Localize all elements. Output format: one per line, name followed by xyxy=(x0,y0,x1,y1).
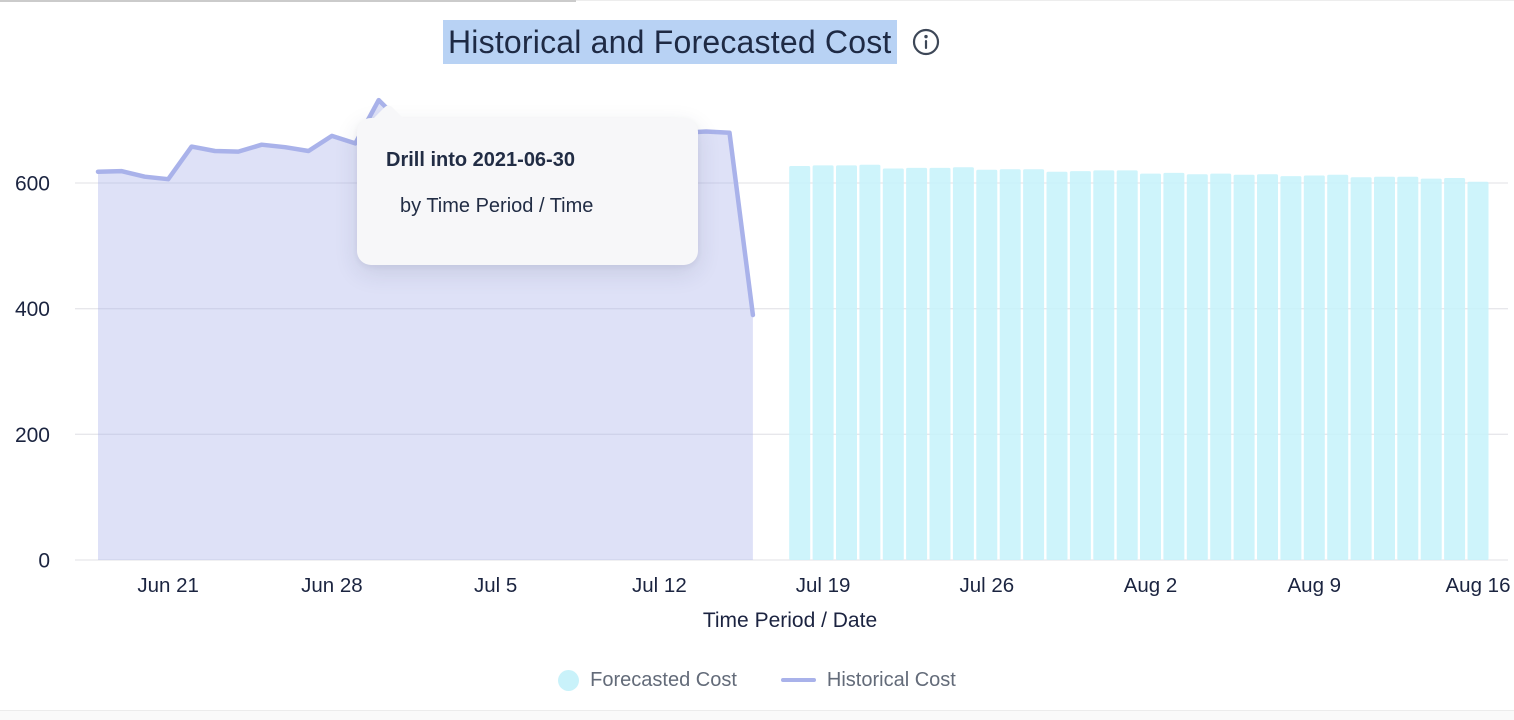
forecast-bar[interactable] xyxy=(1374,176,1395,560)
chart-header: Historical and Forecasted Cost xyxy=(443,20,941,64)
forecast-bar[interactable] xyxy=(906,167,928,560)
forecast-bar[interactable] xyxy=(929,167,951,560)
legend-item-historical-cost[interactable]: Historical Cost xyxy=(780,668,956,692)
drilldown-tooltip[interactable]: Drill into 2021-06-30 by Time Period / T… xyxy=(357,103,698,265)
forecast-bar[interactable] xyxy=(1303,175,1325,561)
forecast-bar[interactable] xyxy=(1233,174,1255,561)
forecast-bar[interactable] xyxy=(1163,172,1185,560)
forecast-bar[interactable] xyxy=(1444,178,1466,560)
forecast-bar[interactable] xyxy=(1116,170,1138,560)
forecast-bar[interactable] xyxy=(1210,173,1232,560)
forecast-bar[interactable] xyxy=(1046,171,1068,560)
forecast-bar[interactable] xyxy=(1257,174,1278,560)
tooltip-title[interactable]: Drill into 2021-06-30 xyxy=(386,149,575,171)
x-axis-tick-label: Jun 28 xyxy=(301,574,363,597)
forecast-bar[interactable] xyxy=(1467,181,1489,560)
chart-legend: Forecasted Cost Historical Cost xyxy=(0,664,1514,696)
bottom-border xyxy=(0,710,1514,720)
tooltip-subtitle[interactable]: by Time Period / Time xyxy=(400,195,594,217)
cost-chart: 0 200 400 600 Jun 21 Jun 28 Jul 5 Jul 12 Jul 19 J… xyxy=(15,97,1511,597)
forecast-bar[interactable] xyxy=(999,169,1021,560)
forecast-bar[interactable] xyxy=(1327,174,1349,561)
y-axis-tick-label: 400 xyxy=(15,298,50,321)
forecast-bar[interactable] xyxy=(1023,169,1045,560)
legend-item-forecasted-cost[interactable]: Forecasted Cost xyxy=(558,669,737,692)
x-axis-tick-label: Jul 12 xyxy=(632,574,687,597)
forecast-bar[interactable] xyxy=(1069,171,1091,560)
forecast-bar[interactable] xyxy=(1397,176,1419,560)
top-border-segment xyxy=(0,0,576,2)
top-border xyxy=(0,0,1514,1)
x-axis-tick-label: Jul 5 xyxy=(474,574,517,597)
page-title: Historical and Forecasted Cost xyxy=(443,20,897,64)
forecast-bar[interactable] xyxy=(976,169,998,561)
x-axis-title: Time Period / Date xyxy=(702,609,878,632)
legend-label: Forecasted Cost xyxy=(590,668,737,691)
x-axis-tick-label: Jul 19 xyxy=(796,574,851,597)
y-axis-tick-label: 600 xyxy=(15,173,50,196)
legend-label: Historical Cost xyxy=(826,668,956,691)
forecast-bar[interactable] xyxy=(789,166,811,560)
y-axis-tick-label: 200 xyxy=(15,424,50,447)
forecast-bar[interactable] xyxy=(1420,178,1442,560)
x-axis-tick-label: Jun 21 xyxy=(137,574,199,597)
info-circle-icon[interactable] xyxy=(911,27,941,57)
historical-swatch-icon xyxy=(780,678,816,682)
forecast-bar[interactable] xyxy=(836,165,857,560)
forecast-bar[interactable] xyxy=(859,164,881,561)
x-axis-tick-label: Aug 2 xyxy=(1124,574,1178,597)
forecast-bar[interactable] xyxy=(882,168,904,561)
forecast-bar[interactable] xyxy=(1093,170,1115,560)
forecast-bar[interactable] xyxy=(1140,173,1161,560)
y-axis-tick-label: 0 xyxy=(38,550,50,573)
x-axis-tick-label: Jul 26 xyxy=(959,574,1014,597)
forecast-bar[interactable] xyxy=(952,167,974,561)
forecast-bar[interactable] xyxy=(1186,174,1208,560)
forecast-bar[interactable] xyxy=(1280,176,1302,560)
forecast-swatch-icon xyxy=(558,669,580,691)
forecast-bar[interactable] xyxy=(812,165,834,560)
x-axis-tick-label: Aug 16 xyxy=(1446,574,1511,597)
x-axis-tick-label: Aug 9 xyxy=(1288,574,1342,597)
forecast-bar[interactable] xyxy=(1350,177,1372,561)
